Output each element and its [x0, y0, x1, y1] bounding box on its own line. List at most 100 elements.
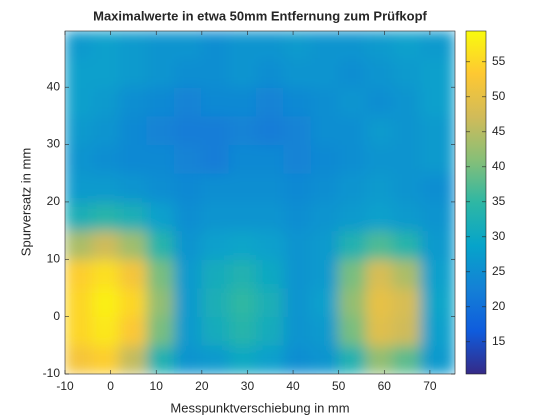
- heat-cell: [338, 115, 367, 146]
- chart-title: Maximalwerte in etwa 50mm Entfernung zum…: [93, 8, 427, 23]
- heat-cell: [65, 230, 93, 260]
- y-axis-label: Spurversatz in mm: [18, 148, 33, 256]
- heat-cell: [283, 58, 312, 88]
- heat-cell: [365, 172, 394, 203]
- x-tick-label: 60: [378, 379, 392, 393]
- x-tick-label: 0: [107, 379, 114, 393]
- heat-cell: [119, 86, 148, 117]
- heat-cell: [310, 344, 340, 374]
- heat-cell: [365, 230, 394, 260]
- heat-cell: [119, 58, 148, 88]
- x-tick-label: 20: [195, 379, 209, 393]
- heat-cell: [146, 115, 175, 146]
- heat-cell: [256, 31, 285, 60]
- heat-cell: [201, 316, 230, 346]
- heat-cell: [173, 316, 203, 346]
- heat-cell: [146, 258, 175, 289]
- x-axis-label: Messpunktverschiebung in mm: [170, 400, 349, 415]
- heat-cell: [365, 144, 394, 174]
- heat-cell: [283, 344, 312, 374]
- colorbar-tick-label: 30: [492, 229, 506, 243]
- heat-cell: [256, 58, 285, 88]
- heat-cell: [338, 172, 367, 203]
- heat-cell: [392, 258, 422, 289]
- heat-cell: [338, 344, 367, 374]
- heat-cell: [91, 86, 121, 117]
- heat-cell: [338, 58, 367, 88]
- heat-cell: [310, 86, 340, 117]
- heat-cell: [283, 258, 312, 289]
- heat-cell: [201, 172, 230, 203]
- heat-cell: [65, 144, 93, 174]
- x-tick-label: 10: [150, 379, 164, 393]
- heat-cell: [173, 230, 203, 260]
- heat-cell: [201, 86, 230, 117]
- heat-cell: [420, 31, 455, 60]
- heat-cell: [338, 31, 367, 60]
- heat-cell: [146, 144, 175, 174]
- heat-cell: [392, 31, 422, 60]
- heat-cell: [283, 287, 312, 318]
- heat-cell: [365, 316, 394, 346]
- heat-cell: [146, 58, 175, 88]
- heat-cell: [65, 287, 93, 318]
- heat-cell: [228, 58, 258, 88]
- heat-cell: [91, 58, 121, 88]
- heat-cell: [310, 31, 340, 60]
- heat-cell: [65, 58, 93, 88]
- heat-cell: [365, 115, 394, 146]
- heat-cell: [310, 58, 340, 88]
- heat-cell: [338, 86, 367, 117]
- heat-cell: [146, 31, 175, 60]
- heat-cell: [173, 172, 203, 203]
- heat-cell: [310, 115, 340, 146]
- heat-cell: [91, 115, 121, 146]
- heat-cell: [91, 230, 121, 260]
- heat-cell: [91, 287, 121, 318]
- heat-cell: [310, 201, 340, 232]
- heat-cell: [119, 344, 148, 374]
- heat-cell: [338, 287, 367, 318]
- heat-cell: [256, 230, 285, 260]
- heat-cell: [228, 344, 258, 374]
- heat-cell: [392, 230, 422, 260]
- heat-cell: [65, 316, 93, 346]
- heat-cell: [338, 316, 367, 346]
- heat-cell: [283, 31, 312, 60]
- colorbar-tick-label: 45: [492, 124, 506, 138]
- colorbar-tick-label: 25: [492, 264, 506, 278]
- heat-cell: [392, 172, 422, 203]
- heat-cell: [65, 201, 93, 232]
- heat-cell: [256, 258, 285, 289]
- heat-cell: [119, 287, 148, 318]
- heat-cell: [146, 172, 175, 203]
- heat-cell: [310, 144, 340, 174]
- heat-cell: [201, 58, 230, 88]
- heat-cell: [119, 201, 148, 232]
- x-tick-label: 50: [332, 379, 346, 393]
- heat-cell: [392, 115, 422, 146]
- x-tick-label: 30: [241, 379, 255, 393]
- heat-cell: [91, 31, 121, 60]
- heat-cell: [91, 172, 121, 203]
- x-tick-label: 70: [423, 379, 437, 393]
- heat-cell: [338, 258, 367, 289]
- heat-cell: [283, 230, 312, 260]
- y-tick-label: 10: [47, 251, 61, 265]
- heat-cell: [365, 31, 394, 60]
- heat-cell: [420, 144, 455, 174]
- heat-cell: [201, 258, 230, 289]
- heat-cell: [146, 344, 175, 374]
- heat-cell: [65, 31, 93, 60]
- heat-cell: [228, 258, 258, 289]
- heat-cell: [420, 58, 455, 88]
- heat-cell: [228, 287, 258, 318]
- heat-cell: [420, 172, 455, 203]
- cells: [65, 31, 455, 374]
- heat-cell: [420, 230, 455, 260]
- heat-cell: [91, 344, 121, 374]
- heat-cell: [173, 287, 203, 318]
- heat-cell: [365, 287, 394, 318]
- heat-cell: [173, 115, 203, 146]
